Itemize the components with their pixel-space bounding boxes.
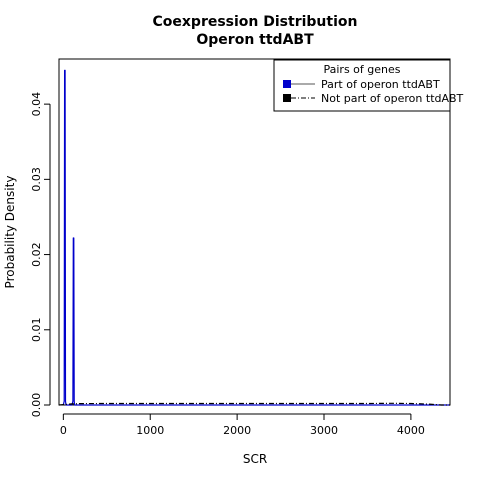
series-line-2 — [58, 402, 450, 406]
legend-entry-label: Not part of operon ttdABT — [321, 92, 464, 105]
y-tick-label: 0.02 — [30, 242, 43, 267]
legend-box — [273, 59, 451, 112]
x-tick-label: 2000 — [223, 424, 251, 437]
series-line-1 — [62, 69, 450, 406]
y-tick-label: 0.04 — [30, 92, 43, 117]
legend-swatch — [283, 94, 291, 102]
x-tick-label: 4000 — [397, 424, 425, 437]
x-tick-label: 3000 — [310, 424, 338, 437]
y-tick-label: 0.03 — [30, 167, 43, 192]
y-tick-label: 0.00 — [30, 393, 43, 418]
chart-title-line-1: Coexpression Distribution — [153, 14, 358, 30]
legend-swatch — [283, 80, 291, 88]
x-axis-label: SCR — [243, 452, 267, 466]
series-layer — [58, 69, 450, 406]
x-tick-label: 0 — [60, 424, 67, 437]
legend-entry-label: Part of operon ttdABT — [321, 78, 440, 91]
y-tick-label: 0.01 — [30, 318, 43, 343]
y-axis-label: Probability Density — [3, 176, 17, 289]
axes-layer: 0 1000 2000 3000 4000 0.00 0.01 0.02 0.03 0.04 — [30, 92, 425, 437]
chart-title-line-2: Operon ttdABT — [196, 32, 314, 48]
legend-title: Pairs of genes — [323, 63, 400, 76]
legend: Pairs of genes Part of operon ttdABTNot … — [273, 59, 464, 112]
x-tick-label: 1000 — [136, 424, 164, 437]
